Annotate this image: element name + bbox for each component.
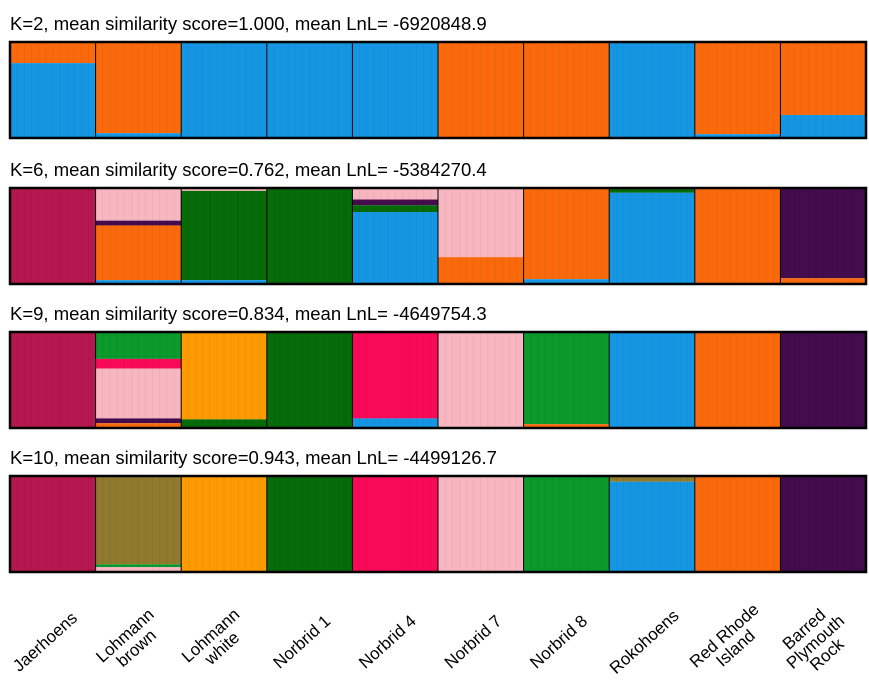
population-label-line: Rokohoens (606, 606, 683, 678)
admixture-bar-segment (95, 476, 182, 565)
admixture-bar-segment (10, 332, 96, 428)
admixture-bar-segment (609, 188, 696, 193)
admixture-bar-segment (95, 280, 182, 284)
admixture-bar-segment (95, 188, 182, 221)
admixture-bar-segment (266, 42, 353, 138)
admixture-bar-segment (95, 418, 182, 424)
population-label: Rokohoens (606, 606, 683, 678)
admixture-bar-segment (95, 358, 182, 369)
admixture-bar-segment (95, 42, 182, 134)
admixture-bar-segment (609, 192, 696, 284)
admixture-bar-segment (181, 42, 268, 138)
panels-group: K=2, mean similarity score=1.000, mean L… (8, 13, 868, 574)
panel-k2: K=6, mean similarity score=0.762, mean L… (8, 159, 868, 286)
admixture-bar-segment (352, 418, 439, 428)
admixture-bar-segment (780, 278, 867, 284)
admixture-bar-segment (780, 42, 867, 115)
population-label-line: Norbrid 1 (270, 611, 335, 672)
admixture-bar-segment (438, 332, 524, 428)
population-label-line: Norbrid 4 (355, 611, 420, 672)
admixture-bar-segment (352, 476, 439, 572)
admixture-bar-segment (694, 134, 781, 138)
admixture-bar-segment (609, 332, 696, 428)
population-label: Norbrid 7 (441, 611, 506, 672)
panel-k1: K=2, mean similarity score=1.000, mean L… (8, 13, 868, 140)
panel-title: K=6, mean similarity score=0.762, mean L… (10, 159, 487, 180)
admixture-bar-segment (523, 424, 610, 428)
population-label: BarredPlymouthRock (771, 599, 859, 686)
admixture-bar-segment (95, 567, 182, 572)
admixture-bar-segment (780, 188, 867, 279)
admixture-bar-segment (95, 423, 182, 428)
panel-frame (8, 186, 868, 286)
admixture-bar-segment (523, 188, 610, 280)
admixture-bar-segment (609, 476, 696, 482)
panel-k4: K=10, mean similarity score=0.943, mean … (8, 447, 868, 574)
admixture-bar-segment (523, 279, 610, 284)
admixture-bar-segment (352, 188, 439, 200)
panel-title: K=10, mean similarity score=0.943, mean … (10, 447, 497, 468)
population-label-line: Norbrid 8 (526, 611, 591, 672)
panel-frame (8, 474, 868, 574)
admixture-bar-segment (10, 188, 96, 284)
admixture-bar-segment (266, 332, 353, 428)
admixture-bar-segment (694, 476, 781, 572)
population-labels-group: Jaerhoens Lohmannbrown Lohmannwhite Norbrid… (9, 599, 859, 686)
admixture-bar-segment (95, 220, 182, 226)
admixture-bar-segment (438, 257, 524, 284)
admixture-bar-segment (523, 476, 610, 572)
admixture-bar-segment (95, 564, 182, 568)
population-label-line: Norbrid 7 (441, 611, 506, 672)
admixture-bar-segment (780, 476, 867, 572)
admixture-bar-segment (181, 190, 268, 281)
admixture-bar-segment (266, 188, 353, 284)
population-label: Lohmannbrown (92, 605, 169, 679)
population-label: Red RhodeIsland (686, 600, 774, 684)
admixture-bar-segment (694, 332, 781, 428)
admixture-bar-segment (10, 63, 96, 139)
admixture-bar-segment (438, 476, 524, 572)
admixture-bar-segment (352, 212, 439, 284)
admixture-bar-segment (780, 332, 867, 428)
admixture-bar-segment (10, 476, 96, 572)
admixture-bar-segment (10, 42, 96, 64)
population-label: Lohmannwhite (178, 605, 255, 679)
admixture-bar-segment (95, 332, 182, 359)
admixture-bar-segment (438, 42, 524, 138)
admixture-bar-segment (609, 42, 696, 138)
admixture-bar-segment (95, 225, 182, 281)
admixture-bar-segment (438, 188, 524, 258)
panel-frame (8, 40, 868, 140)
panel-title: K=2, mean similarity score=1.000, mean L… (10, 13, 487, 34)
admixture-bar-segment (181, 332, 268, 420)
admixture-bar-segment (266, 476, 353, 572)
panel-title: K=9, mean similarity score=0.834, mean L… (10, 303, 487, 324)
admixture-bar-segment (694, 42, 781, 135)
admixture-bar-segment (181, 476, 268, 572)
admixture-bar-segment (352, 332, 439, 419)
admixture-bar-segment (780, 114, 867, 138)
admixture-bar-segment (95, 368, 182, 419)
admixture-bar-segment (181, 188, 268, 191)
panel-k3: K=9, mean similarity score=0.834, mean L… (8, 303, 868, 430)
admixture-bar-segment (694, 188, 781, 284)
admixture-bar-segment (609, 481, 696, 572)
population-label-line: Jaerhoens (9, 608, 81, 675)
admixture-bar-segment (352, 42, 439, 138)
admixture-bar-segment (523, 332, 610, 425)
admixture-bar-segment (352, 199, 439, 206)
admixture-bar-segment (181, 419, 268, 428)
population-label: Norbrid 8 (526, 611, 591, 672)
admixture-bar-segment (181, 280, 268, 284)
population-label: Norbrid 1 (270, 611, 335, 672)
admixture-bar-segment (352, 205, 439, 212)
panel-frame (8, 330, 868, 430)
population-label: Jaerhoens (9, 608, 81, 675)
admixture-bar-segment (523, 42, 610, 138)
population-label: Norbrid 4 (355, 611, 420, 672)
admixture-bar-segment (95, 133, 182, 138)
